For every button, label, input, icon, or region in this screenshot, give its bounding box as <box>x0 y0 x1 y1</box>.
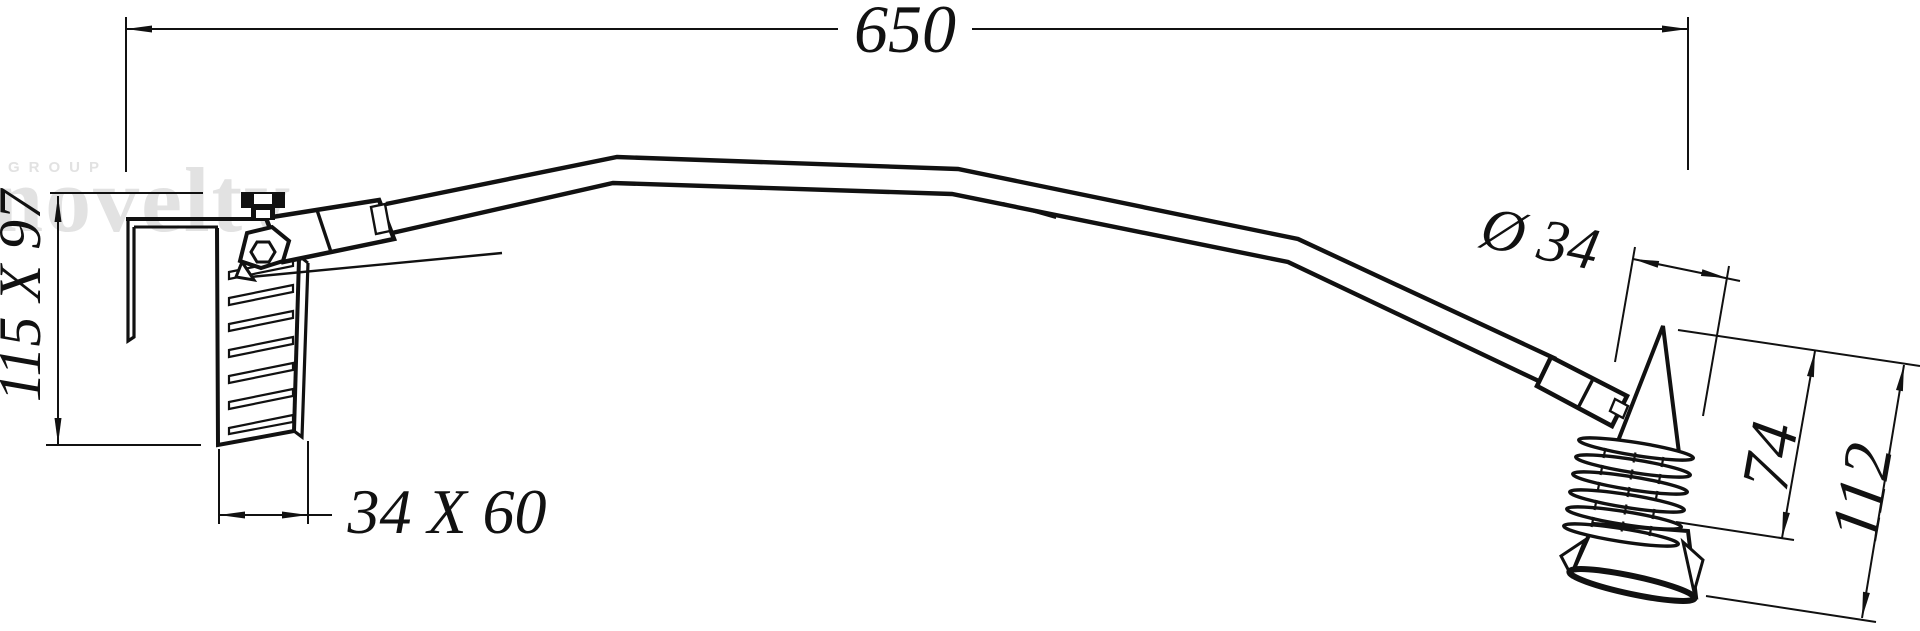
fin-gap-ticks <box>1596 481 1659 502</box>
vent-slot <box>227 361 295 385</box>
arrowhead <box>1807 351 1815 378</box>
arm <box>385 154 1557 386</box>
vent-slot <box>227 283 295 307</box>
dimension-body-74: 74 <box>1675 329 1920 541</box>
dimension-foot-34x60: 34 X 60 <box>218 441 547 547</box>
arrowhead <box>219 511 245 519</box>
lamp-head <box>1534 325 1705 604</box>
dimension-bracket-115x97: 115 X 97 <box>0 187 203 446</box>
ext-line-bottom <box>1675 521 1795 541</box>
lamp-sleeve-seam <box>1576 378 1595 409</box>
vent-slot <box>227 309 295 333</box>
fin-core-ticks <box>1590 447 1665 537</box>
slotted-plate-right-edge <box>292 257 301 432</box>
arrowhead <box>1700 269 1727 278</box>
arm-tube-top-line <box>385 154 1557 361</box>
dim-112-label: 112 <box>1816 438 1908 547</box>
ext-line <box>1702 265 1730 417</box>
dim-650-label: 650 <box>854 0 956 67</box>
lamp-sleeve <box>1534 353 1631 430</box>
bracket-rear-edge-line <box>249 251 503 279</box>
fin-gap-ticks <box>1599 464 1662 485</box>
bolt-head-slot <box>254 194 272 204</box>
reflector-tab-right <box>1680 537 1705 593</box>
arrowhead <box>54 418 62 444</box>
slotted-plate-side-face <box>293 262 310 441</box>
pivot-sleeve-seam <box>315 209 333 253</box>
dim-line <box>1861 364 1905 619</box>
arrowhead <box>1896 365 1904 392</box>
watermark-group-text: GROUP <box>8 159 108 176</box>
fin-gap-ticks <box>1602 447 1665 468</box>
pivot-sleeve-end-notch <box>369 202 392 236</box>
dim-74-label: 74 <box>1726 416 1813 496</box>
reflector-rim <box>1566 566 1698 604</box>
ext-line-top <box>1677 329 1920 367</box>
arrowhead <box>1662 25 1688 33</box>
fin-gap-ticks <box>1590 516 1653 537</box>
plate-vent-slots <box>227 257 295 436</box>
ext-line <box>1614 246 1636 363</box>
vent-slot <box>227 335 295 359</box>
wall-hook-plate <box>126 221 136 344</box>
arm-tube-highlight <box>1002 202 1057 219</box>
arrowhead <box>126 25 152 33</box>
lamp-sleeve-end-notch <box>1608 397 1630 420</box>
slotted-plate-left-bottom <box>215 227 295 448</box>
clamp-knob-tab <box>233 258 258 283</box>
lamp-spike-cap <box>1615 325 1682 456</box>
reflector-tab-left <box>1559 536 1589 579</box>
ext-line-bottom <box>1705 595 1877 623</box>
arrowhead <box>282 511 308 519</box>
arrowhead <box>54 196 62 222</box>
arm-tube-bottom-line <box>391 180 1546 386</box>
dim-34x60-label: 34 X 60 <box>346 476 546 547</box>
arrowhead <box>1862 591 1870 618</box>
cooling-fins <box>1562 436 1695 548</box>
dimension-overall-650: 650 <box>125 0 1689 172</box>
bolt-neck-face <box>256 210 270 218</box>
dim-115x97-label: 115 X 97 <box>0 187 53 402</box>
arrowhead <box>1633 259 1660 268</box>
vent-slot <box>227 413 295 436</box>
arrowhead <box>1782 511 1790 538</box>
wall-bracket <box>126 192 503 448</box>
fin-gap-ticks <box>1593 499 1656 520</box>
dim-diameter-label: Ø 34 <box>1474 194 1604 283</box>
dimension-diameter-34: Ø 34 <box>1474 194 1741 417</box>
dimension-total-112: 112 <box>1705 364 1908 623</box>
thumb-bolt <box>241 192 285 220</box>
dim-line <box>1781 350 1816 539</box>
vent-slot <box>227 387 295 411</box>
hex-nut <box>249 240 277 264</box>
